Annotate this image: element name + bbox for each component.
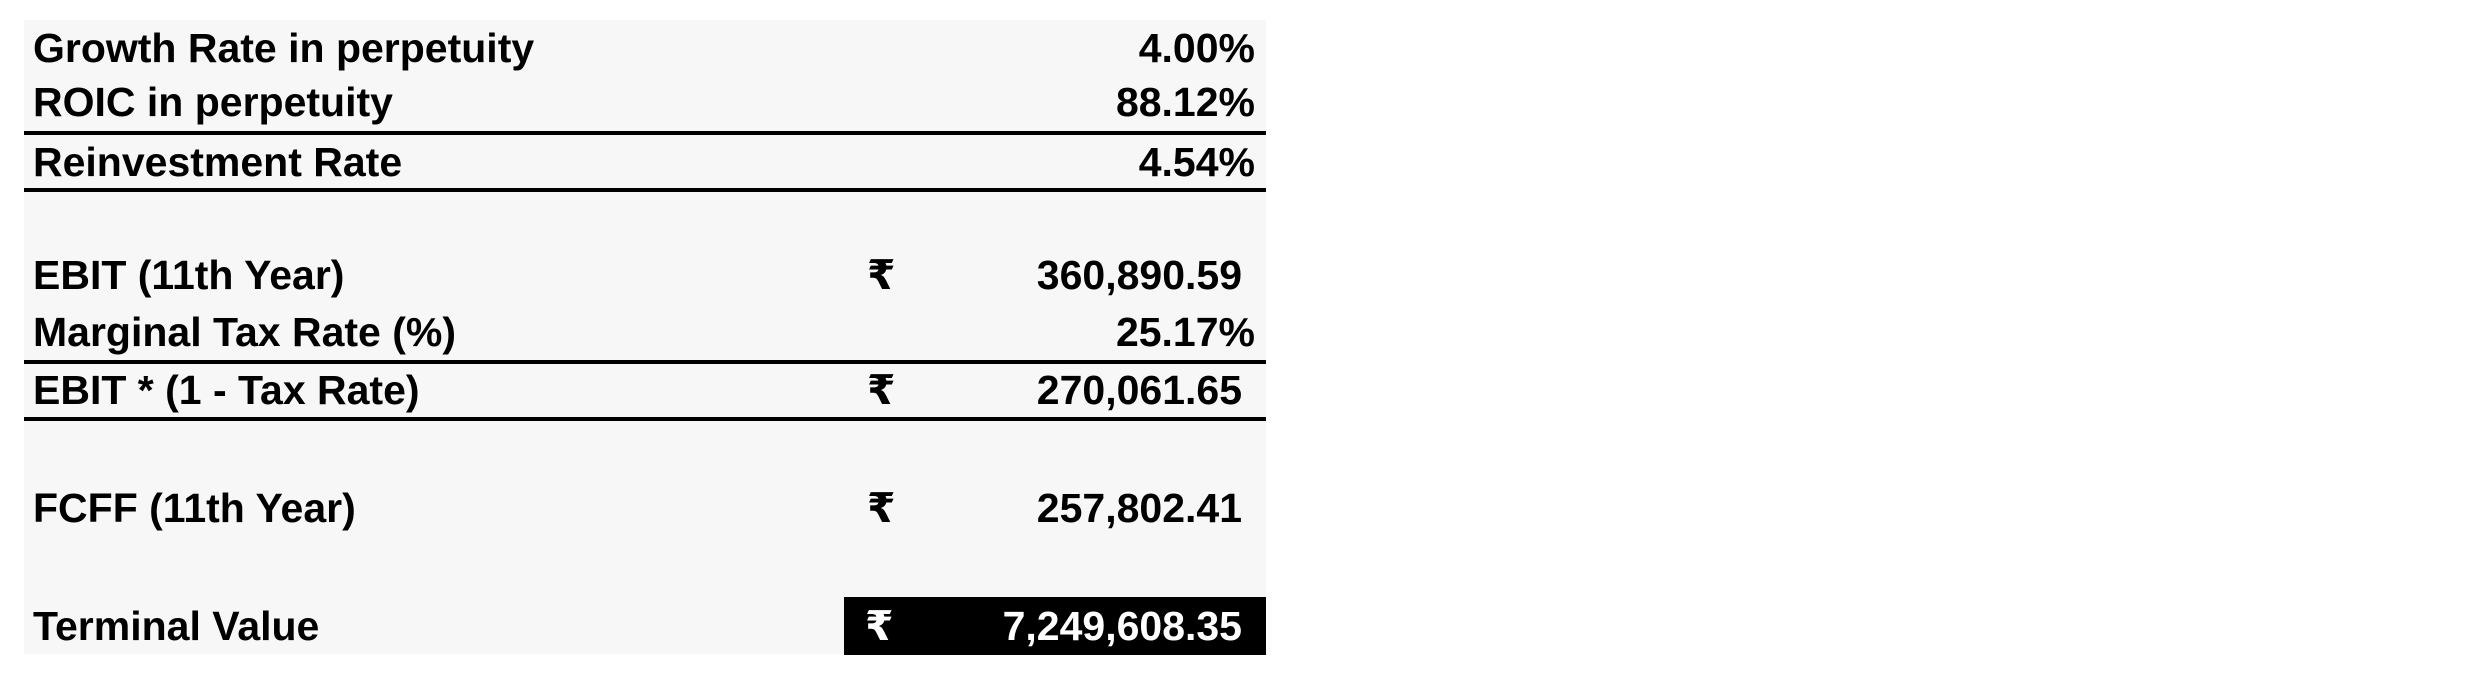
row-reinvestment-rate: Reinvestment Rate 4.54% [24,134,1266,190]
row-roic: ROIC in perpetuity 88.12% [24,74,1266,130]
reinvestment-rate-label: Reinvestment Rate [33,134,402,190]
row-ebit: EBIT (11th Year) ₹ 360,890.59 [24,247,1266,303]
growth-rate-label: Growth Rate in perpetuity [33,20,534,76]
divider-below-ebit-after-tax [24,417,1266,421]
fcff-value: 257,802.41 [1037,480,1242,536]
rupee-symbol: ₹ [865,598,894,654]
ebit-label: EBIT (11th Year) [33,247,344,303]
rupee-symbol: ₹ [867,247,896,303]
reinvestment-rate-value: 4.54% [1139,134,1255,190]
terminal-value-highlight: ₹ 7,249,608.35 [844,597,1266,655]
row-marginal-tax-rate: Marginal Tax Rate (%) 25.17% [24,304,1266,360]
growth-rate-value: 4.00% [1139,20,1255,76]
roic-value: 88.12% [1116,74,1255,130]
marginal-tax-rate-value: 25.17% [1116,304,1255,360]
rupee-symbol: ₹ [867,480,896,536]
ebit-after-tax-label: EBIT * (1 - Tax Rate) [33,362,420,418]
row-growth-rate: Growth Rate in perpetuity 4.00% [24,20,1266,76]
terminal-value-calculation-sheet: Growth Rate in perpetuity 4.00% ROIC in … [24,20,1266,654]
marginal-tax-rate-label: Marginal Tax Rate (%) [33,304,456,360]
ebit-after-tax-value: 270,061.65 [1037,362,1242,418]
rupee-symbol: ₹ [867,362,896,418]
row-ebit-after-tax: EBIT * (1 - Tax Rate) ₹ 270,061.65 [24,362,1266,418]
fcff-label: FCFF (11th Year) [33,480,356,536]
terminal-value-value: 7,249,608.35 [1003,598,1242,654]
roic-label: ROIC in perpetuity [33,74,393,130]
row-fcff: FCFF (11th Year) ₹ 257,802.41 [24,480,1266,536]
terminal-value-label: Terminal Value [33,598,319,654]
divider-below-reinvestment [24,188,1266,192]
ebit-value: 360,890.59 [1037,247,1242,303]
